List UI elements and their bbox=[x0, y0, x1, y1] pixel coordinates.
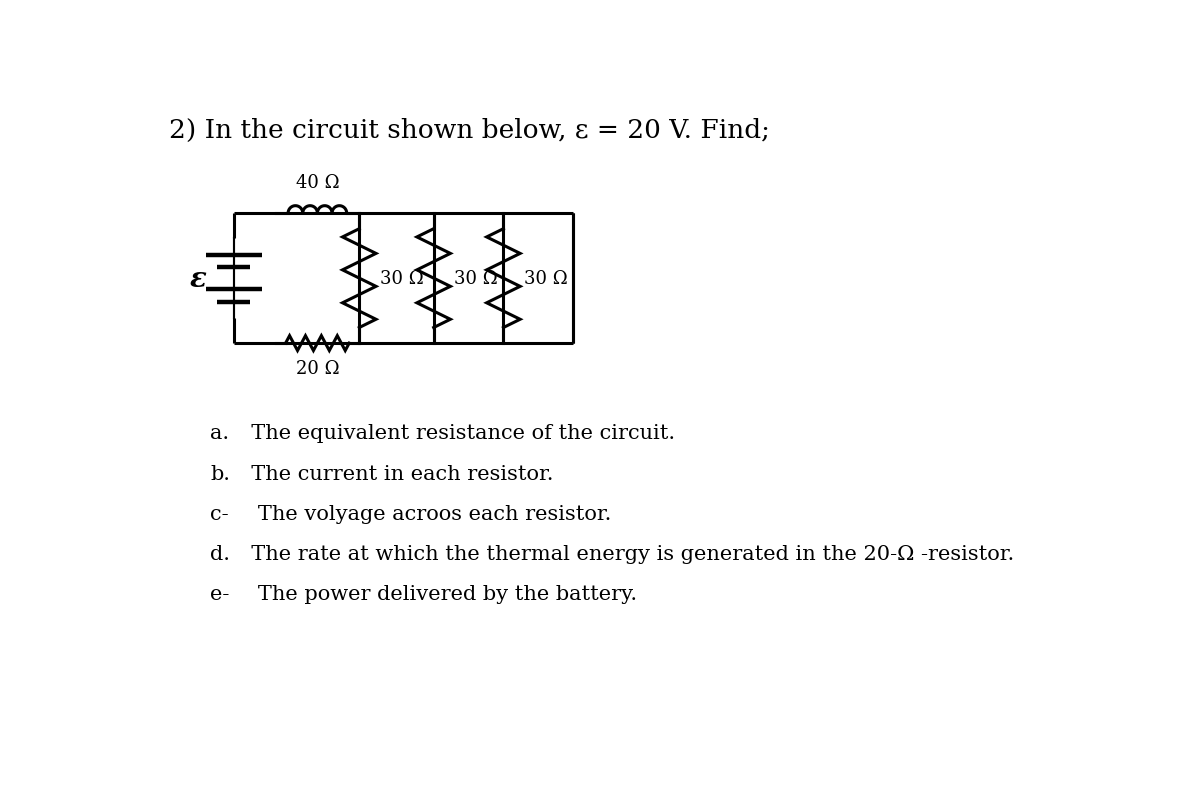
Text: c-: c- bbox=[210, 504, 229, 524]
Text: 30 Ω: 30 Ω bbox=[524, 270, 568, 287]
Text: The equivalent resistance of the circuit.: The equivalent resistance of the circuit… bbox=[239, 424, 676, 442]
Text: 40 Ω: 40 Ω bbox=[295, 174, 340, 192]
Text: The current in each resistor.: The current in each resistor. bbox=[239, 464, 554, 483]
Text: ε: ε bbox=[190, 265, 206, 292]
Text: e-: e- bbox=[210, 585, 230, 604]
Text: 30 Ω: 30 Ω bbox=[379, 270, 424, 287]
Text: 2) In the circuit shown below, ε = 20 V. Find;: 2) In the circuit shown below, ε = 20 V.… bbox=[168, 118, 769, 143]
Text: The power delivered by the battery.: The power delivered by the battery. bbox=[239, 585, 637, 604]
Text: The rate at which the thermal energy is generated in the 20-Ω -resistor.: The rate at which the thermal energy is … bbox=[239, 544, 1015, 564]
Text: d.: d. bbox=[210, 544, 230, 564]
Text: b.: b. bbox=[210, 464, 230, 483]
Text: The volyage acroos each resistor.: The volyage acroos each resistor. bbox=[239, 504, 612, 524]
Text: 30 Ω: 30 Ω bbox=[454, 270, 498, 287]
Text: 20 Ω: 20 Ω bbox=[295, 359, 340, 377]
Text: a.: a. bbox=[210, 424, 229, 442]
